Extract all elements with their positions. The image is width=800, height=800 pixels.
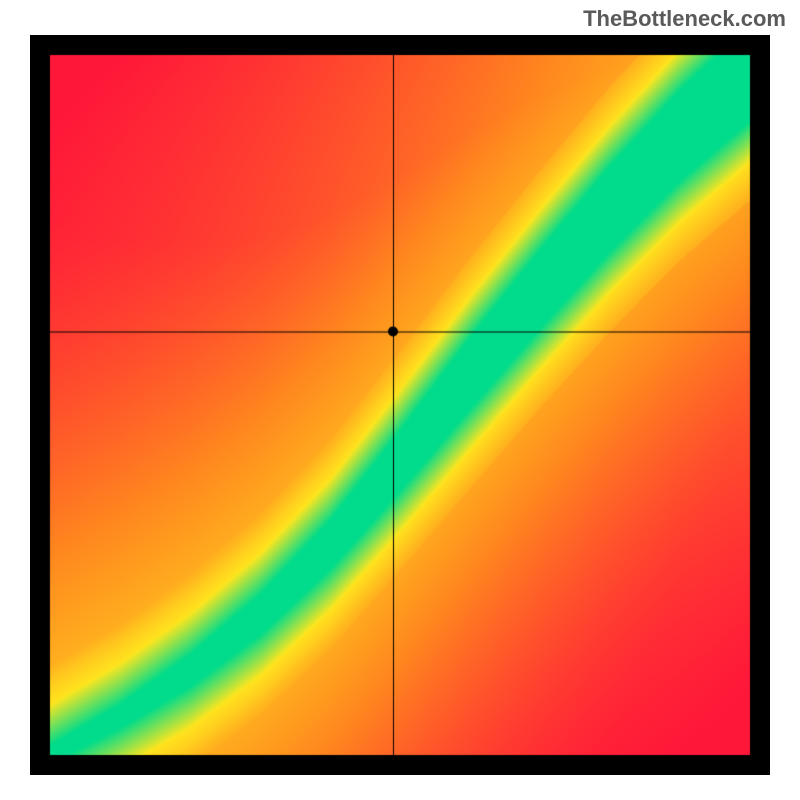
heatmap-canvas bbox=[30, 35, 770, 775]
plot-border bbox=[30, 35, 770, 775]
attribution-text: TheBottleneck.com bbox=[583, 6, 786, 32]
